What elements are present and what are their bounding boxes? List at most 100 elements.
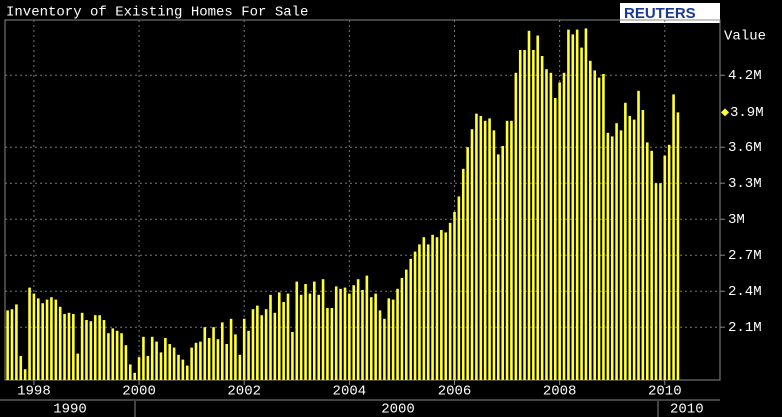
bar xyxy=(567,29,570,380)
bar xyxy=(400,278,404,380)
bar xyxy=(518,50,522,380)
bar xyxy=(321,279,325,380)
bar xyxy=(549,72,553,381)
bar xyxy=(85,320,88,380)
bar xyxy=(120,333,123,380)
bar xyxy=(391,299,395,380)
y-tick-label: 2.4M xyxy=(728,284,762,300)
bar xyxy=(523,50,526,380)
x-tick-label: 2008 xyxy=(543,384,577,400)
y-tick-label: 4.2M xyxy=(728,68,762,84)
bar xyxy=(483,120,487,381)
bar xyxy=(185,365,189,380)
bar xyxy=(264,309,268,380)
bar xyxy=(348,293,351,380)
bar xyxy=(10,309,14,380)
bar xyxy=(308,293,312,380)
bar xyxy=(150,336,154,380)
bar xyxy=(168,344,172,380)
bar xyxy=(133,372,136,380)
bar xyxy=(128,364,132,380)
bar xyxy=(273,312,277,380)
bar xyxy=(277,292,281,380)
bar xyxy=(356,279,360,380)
bar xyxy=(492,130,496,380)
bar xyxy=(67,312,71,380)
bar xyxy=(164,338,167,380)
value-label: Value xyxy=(724,29,766,45)
bar xyxy=(234,334,237,380)
bar xyxy=(496,154,500,380)
logo: REUTERS xyxy=(624,5,696,22)
bar xyxy=(663,155,667,380)
y-tick-label: 2.1M xyxy=(728,320,762,336)
bar xyxy=(645,142,649,380)
bar xyxy=(396,288,399,380)
decade-label: 1990 xyxy=(53,402,87,417)
bar xyxy=(326,308,329,380)
bar xyxy=(286,293,290,380)
bar xyxy=(111,328,115,380)
bar xyxy=(440,230,443,380)
bar xyxy=(571,34,575,381)
bar xyxy=(435,237,439,380)
chart-title: Inventory of Existing Homes For Sale xyxy=(6,5,308,21)
bar xyxy=(413,251,417,380)
bar xyxy=(431,234,434,380)
decade-label: 2000 xyxy=(381,402,415,417)
bar xyxy=(510,120,513,381)
bar xyxy=(155,341,158,380)
bar xyxy=(76,353,80,380)
bar xyxy=(54,299,58,380)
x-tick-label: 2004 xyxy=(333,384,367,400)
bar xyxy=(251,309,255,380)
bar xyxy=(291,332,294,380)
bar xyxy=(514,72,518,381)
bar xyxy=(672,94,675,381)
bar xyxy=(199,341,202,380)
bar xyxy=(312,281,316,380)
bar xyxy=(606,132,610,380)
bar xyxy=(137,357,141,380)
bar xyxy=(488,118,491,381)
bar xyxy=(107,333,110,380)
bar xyxy=(387,298,391,380)
bar xyxy=(190,347,193,380)
bar xyxy=(146,356,150,380)
bar xyxy=(610,136,614,380)
bar xyxy=(220,322,224,380)
y-tick-label: 3.3M xyxy=(728,176,762,192)
bar xyxy=(15,304,18,380)
bar xyxy=(194,342,198,380)
bar xyxy=(365,275,369,380)
bar xyxy=(641,110,645,380)
bar xyxy=(98,315,101,380)
bar xyxy=(299,294,303,380)
bar xyxy=(317,294,321,380)
bar xyxy=(172,347,176,380)
bar xyxy=(562,72,566,381)
bar xyxy=(334,286,338,380)
bar xyxy=(593,70,597,381)
x-tick-label: 1998 xyxy=(17,384,51,400)
bar xyxy=(628,116,632,380)
bar xyxy=(615,123,618,380)
bar xyxy=(212,327,215,380)
bar xyxy=(505,120,509,381)
bar xyxy=(536,35,540,380)
bar xyxy=(238,354,242,380)
bar xyxy=(216,339,220,380)
bar xyxy=(589,60,592,381)
bar xyxy=(457,196,461,380)
bar xyxy=(352,285,356,380)
bar xyxy=(36,298,40,380)
bar xyxy=(50,297,53,380)
bar xyxy=(142,336,145,380)
bar xyxy=(89,321,93,380)
x-tick-label: 2010 xyxy=(648,384,682,400)
y-tick-label: 2.7M xyxy=(728,248,762,264)
bar xyxy=(72,314,75,380)
bar xyxy=(637,90,640,381)
bar xyxy=(632,119,636,380)
bar xyxy=(45,299,49,380)
